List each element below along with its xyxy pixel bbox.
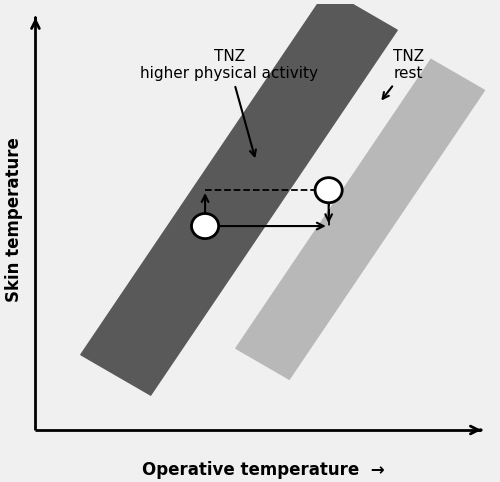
Text: TNZ
rest: TNZ rest <box>382 49 424 99</box>
Circle shape <box>192 214 218 239</box>
Text: Skin temperature: Skin temperature <box>4 137 22 302</box>
Polygon shape <box>81 0 397 395</box>
Polygon shape <box>236 59 484 379</box>
Text: Operative temperature  →: Operative temperature → <box>142 461 384 480</box>
Text: TNZ
higher physical activity: TNZ higher physical activity <box>140 49 318 156</box>
Circle shape <box>315 178 342 203</box>
